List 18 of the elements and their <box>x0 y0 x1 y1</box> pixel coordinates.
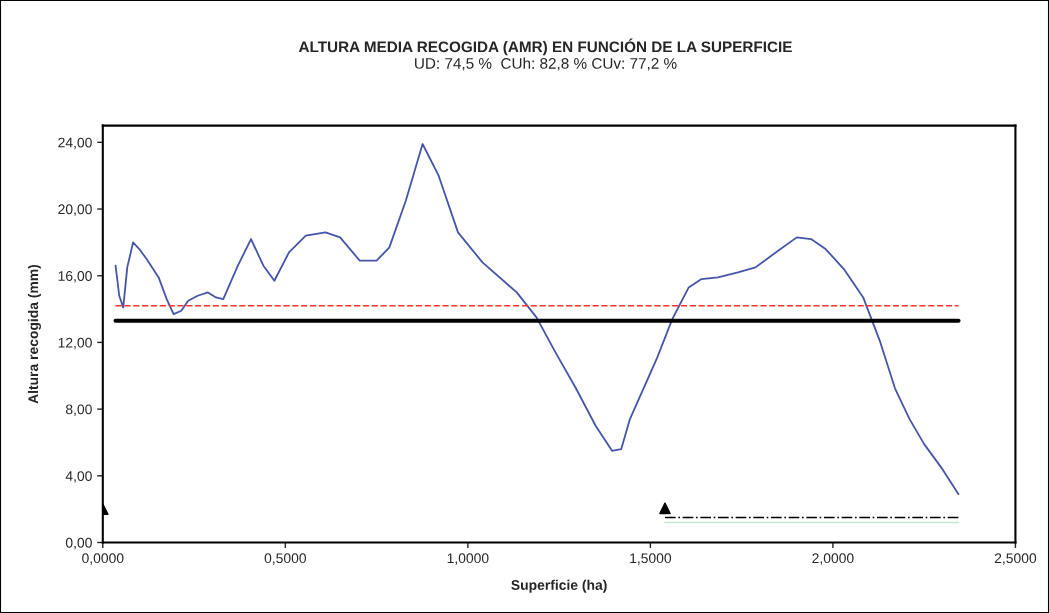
y-tick-label: 4,00 <box>65 471 92 483</box>
y-tick-label: 12,00 <box>58 337 92 350</box>
x-tick-label: 0,5000 <box>264 553 307 565</box>
chart-subtitle: UD: 74,5 % CUh: 82,8 % CUv: 77,2 % <box>415 57 677 71</box>
y-axis-title: Altura recogida (mm) <box>27 264 41 404</box>
line-series <box>114 143 960 496</box>
x-axis-title: Superficie (ha) <box>511 579 607 593</box>
y-tick-label: 0,00 <box>65 537 92 550</box>
chart-title: ALTURA MEDIA RECOGIDA (AMR) EN FUNCIÓN DE LA SUPERFICIE <box>298 38 792 56</box>
x-tick-label: 1,0000 <box>447 553 489 565</box>
x-tick-label: 2,5000 <box>994 553 1037 565</box>
y-tick-label: 24,00 <box>58 137 92 150</box>
x-tick-label: 2,0000 <box>812 553 854 565</box>
x-tick-label: 1,5000 <box>630 553 672 565</box>
y-tick-label: 8,00 <box>65 404 92 416</box>
y-tick-label: 16,00 <box>58 271 92 283</box>
y-tick-label: 20,00 <box>58 204 92 216</box>
x-tick-label: 0,0000 <box>82 553 124 565</box>
